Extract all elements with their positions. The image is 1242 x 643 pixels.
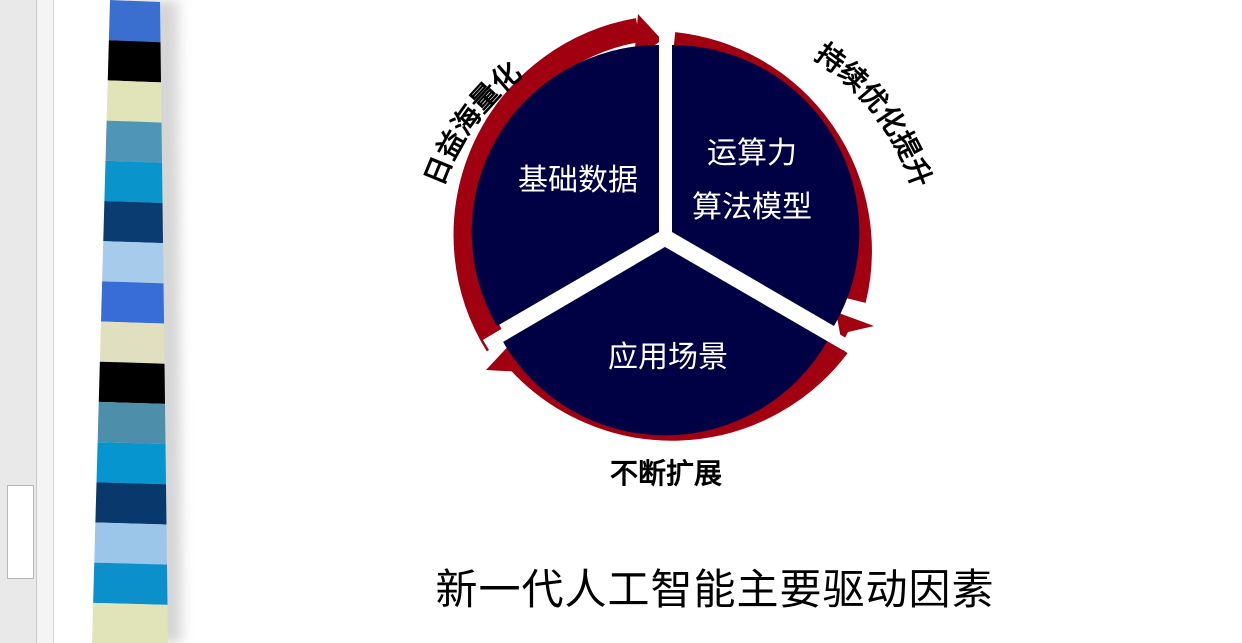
pane-splitter[interactable]	[37, 0, 54, 643]
slide-title: 新一代人工智能主要驱动因素	[435, 565, 995, 614]
slide-thumbnail[interactable]	[7, 485, 34, 579]
arc-label-bottom: 不断扩展	[610, 457, 722, 490]
sector-label-basic-data: 基础数据	[518, 163, 638, 198]
sector-label-application: 应用场景	[608, 340, 728, 375]
sector-separators	[482, 30, 850, 351]
sector-top-right	[672, 44, 860, 326]
sector-label-compute: 运算力	[707, 136, 797, 171]
sector-top-left	[471, 44, 659, 326]
sector-label-algorithm: 算法模型	[692, 190, 812, 225]
thumbnail-pane[interactable]	[0, 0, 37, 643]
